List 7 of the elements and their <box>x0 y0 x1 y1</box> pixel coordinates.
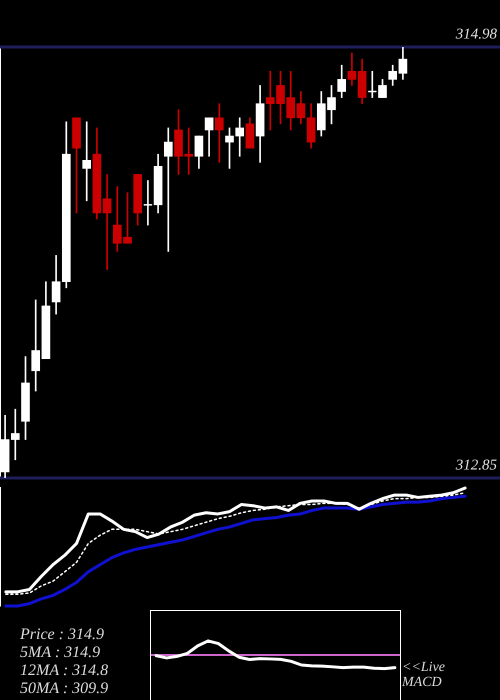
ref-line-label: 312.85 <box>454 457 498 474</box>
text: 50MA : 309.9 <box>20 680 108 698</box>
text: Price : 314.9 <box>20 626 105 644</box>
text: 5MA : 314.9 <box>20 644 102 662</box>
text: <<Live MACD <box>402 660 446 690</box>
ref-line-label: 314.98 <box>454 26 498 42</box>
text: 12MA : 314.8 <box>20 662 108 680</box>
